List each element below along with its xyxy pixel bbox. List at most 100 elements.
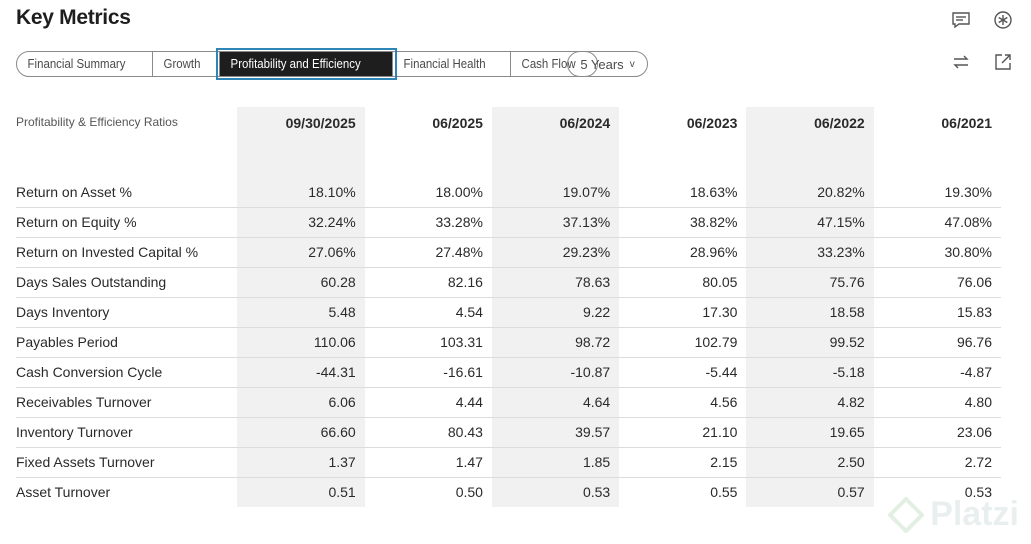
table-cell: 1.85 [491, 446, 620, 477]
table-cell: 4.80 [873, 386, 1001, 417]
row-label: Asset Turnover [16, 476, 238, 507]
table-tools [949, 50, 1015, 74]
tab-label: Growth [163, 56, 201, 71]
table-cell: 33.28% [364, 206, 492, 237]
external-link-icon[interactable] [991, 50, 1015, 74]
swap-icon[interactable] [949, 50, 973, 74]
tab-profitability-efficiency[interactable]: Profitability and Efficiency [216, 48, 398, 80]
table-cell: 5.48 [237, 296, 365, 327]
table-cell: 0.51 [237, 476, 365, 507]
table-cell: 96.76 [873, 326, 1001, 357]
table-cell: 20.82% [746, 177, 874, 207]
table-row: Cash Conversion Cycle -44.31 -16.61 -10.87-… [16, 356, 1001, 387]
column-header: 06/2024 [491, 107, 620, 177]
page-title: Key Metrics [16, 6, 131, 29]
table-cell: 0.53 [873, 476, 1001, 507]
table-cell: -10.87 [491, 356, 620, 387]
table-cell: 1.37 [237, 446, 365, 477]
tab-label: Financial Health [403, 56, 486, 71]
chevron-down-icon: v [629, 58, 635, 70]
comment-icon[interactable] [949, 8, 973, 32]
table-cell: 23.06 [873, 416, 1001, 447]
table-cell: 99.52 [746, 326, 874, 357]
tab-growth[interactable]: Growth [153, 52, 221, 76]
period-label: 5 Years [580, 56, 624, 72]
column-header: 06/2023 [686, 115, 738, 131]
ratios-table: Profitability & Efficiency Ratios 09/30/… [16, 107, 1001, 507]
row-label: Days Inventory [16, 296, 238, 327]
table-header-label: Profitability & Efficiency Ratios [16, 115, 178, 129]
metric-tabs: Financial Summary Growth Profitability a… [16, 48, 598, 80]
column-header: 06/2022 [746, 107, 874, 177]
table-cell: 17.30 [619, 296, 747, 327]
table-cell: 66.60 [237, 416, 365, 447]
table-cell: 27.06% [237, 236, 365, 267]
table-cell: 18.63% [689, 183, 738, 200]
table-cell: 60.28 [237, 266, 365, 297]
table-cell: 6.06 [237, 386, 365, 417]
tab-financial-health[interactable]: Financial Health [393, 52, 512, 76]
row-label: Payables Period [16, 326, 238, 357]
table-cell: 27.48% [364, 236, 492, 267]
table-cell: 47.08% [873, 206, 1001, 237]
watermark-text: Platzi [930, 495, 1019, 533]
column-header: 09/30/2025 [237, 107, 365, 177]
table-row: Days Sales Outstanding 60.28 82.16 78.63 80.… [16, 266, 1001, 297]
table-cell: 28.96% [619, 236, 747, 267]
table-cell: 19.65 [746, 416, 874, 447]
table-cell: -5.44 [619, 356, 747, 387]
table-cell: 29.23% [491, 236, 620, 267]
table-cell: 21.10 [619, 416, 747, 447]
table-cell: 0.55 [619, 476, 747, 507]
table-cell: -44.31 [237, 356, 365, 387]
row-label: Return on Equity % [16, 206, 238, 237]
table-cell: 0.53 [491, 476, 620, 507]
period-dropdown[interactable]: 5 Years v [567, 51, 648, 77]
table-row: Receivables Turnover 6.06 4.44 4.64 4.56 4.82… [16, 386, 1001, 417]
table-row: Return on Asset % 18.10% 18.00% 19.07% 18.63… [16, 177, 1001, 207]
table-row: Days Inventory 5.48 4.54 9.22 17.30 18.58 15.8… [16, 296, 1001, 327]
table-cell: 9.22 [491, 296, 620, 327]
table-cell: 39.57 [491, 416, 620, 447]
tab-label: Financial Summary [27, 56, 126, 71]
table-cell: 78.63 [491, 266, 620, 297]
table-row: Inventory Turnover 66.60 80.43 39.57 21.10 19… [16, 416, 1001, 447]
tab-financial-summary[interactable]: Financial Summary [17, 52, 154, 76]
settings-icon[interactable] [991, 8, 1015, 32]
table-cell: 4.64 [491, 386, 620, 417]
table-cell: 4.56 [619, 386, 747, 417]
table-cell: 4.44 [364, 386, 492, 417]
row-label: Inventory Turnover [16, 416, 238, 447]
table-cell: 30.80% [873, 236, 1001, 267]
row-label: Receivables Turnover [16, 386, 238, 417]
table-header-row: Profitability & Efficiency Ratios 09/30/… [16, 107, 1001, 177]
table-cell: 19.07% [491, 177, 620, 207]
top-icon-group [949, 8, 1015, 32]
table-cell: 110.06 [237, 326, 365, 357]
table-cell: -5.18 [746, 356, 874, 387]
table-cell: 2.72 [873, 446, 1001, 477]
table-cell: 98.72 [491, 326, 620, 357]
table-cell: 76.06 [873, 266, 1001, 297]
row-label: Cash Conversion Cycle [16, 356, 238, 387]
table-cell: 0.50 [364, 476, 492, 507]
table-cell: 38.82% [619, 206, 747, 237]
table-cell: -16.61 [364, 356, 492, 387]
table-cell: 1.47 [364, 446, 492, 477]
table-cell: 4.82 [746, 386, 874, 417]
table-cell: 80.43 [364, 416, 492, 447]
row-label: Return on Invested Capital % [16, 236, 238, 267]
row-label: Days Sales Outstanding [16, 266, 238, 297]
table-cell: 0.57 [746, 476, 874, 507]
tab-label: Cash Flow [521, 56, 576, 71]
platzi-logo-icon [888, 496, 925, 533]
column-header: 06/2025 [432, 115, 483, 131]
table-cell: 18.58 [746, 296, 874, 327]
table-cell: 32.24% [237, 206, 365, 237]
row-label: Return on Asset % [16, 183, 132, 200]
table-cell: 82.16 [364, 266, 492, 297]
tab-cash-flow[interactable]: Cash Flow [511, 52, 596, 76]
table-cell: -4.87 [873, 356, 1001, 387]
table-cell: 15.83 [873, 296, 1001, 327]
platzi-watermark: Platzi [888, 495, 1019, 534]
